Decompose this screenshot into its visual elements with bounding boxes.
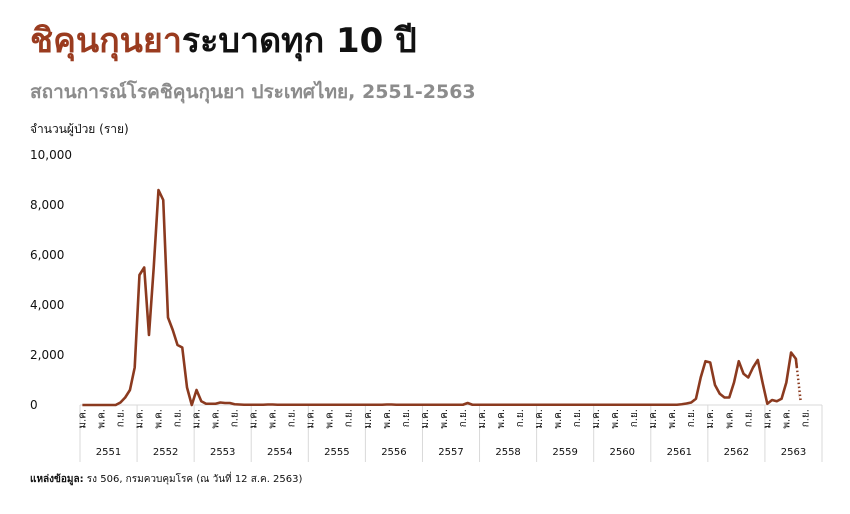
y-tick-label: 2,000 (30, 348, 64, 362)
group-label: 2559 (552, 447, 577, 458)
data-line (82, 188, 802, 407)
x-tick-label: พ.ค. (268, 409, 279, 429)
source-label: แหล่งข้อมูล: (30, 473, 84, 486)
group-label: 2562 (724, 447, 749, 458)
group-label: 2555 (324, 447, 349, 458)
x-tick-label: พ.ค. (553, 409, 564, 429)
x-tick-label: พ.ค. (610, 409, 621, 429)
group-label: 2561 (667, 447, 692, 458)
x-tick-label: ม.ค. (477, 409, 488, 429)
x-tick-label: ม.ค. (306, 409, 317, 429)
chart-title: ชิคุนกุนยาระบาดทุก 10 ปี (30, 21, 417, 62)
group-label: 2558 (495, 447, 520, 458)
x-tick-label: ม.ค. (705, 409, 716, 429)
source: แหล่งข้อมูล: รง 506, กรมควบคุมโรค (ณ วัน… (30, 471, 302, 486)
x-tick-label: พ.ค. (211, 409, 222, 429)
x-tick-label: ก.ย. (686, 409, 697, 427)
x-tick-label: พ.ค. (439, 409, 450, 429)
chart-subtitle: สถานการณ์โรคชิคุนกุนยา ประเทศไทย, 2551-2… (30, 80, 476, 104)
x-tick-label: ม.ค. (249, 409, 260, 429)
y-tick-label: 0 (30, 398, 38, 412)
x-tick-label: พ.ค. (382, 409, 393, 429)
x-tick-label: ม.ค. (762, 409, 773, 429)
y-axis-label: จำนวนผู้ป่วย (ราย) (30, 122, 129, 137)
x-tick-label: ม.ค. (363, 409, 374, 429)
x-tick-label: พ.ค. (667, 409, 678, 429)
x-tick-label: พ.ค. (325, 409, 336, 429)
x-tick-label: ม.ค. (591, 409, 602, 429)
x-tick-label: พ.ค. (724, 409, 735, 429)
y-tick-label: 10,000 (30, 148, 72, 162)
x-tick-label: พ.ค. (153, 409, 164, 429)
x-tick-label: ก.ย. (458, 409, 469, 427)
group-label: 2553 (210, 447, 235, 458)
x-tick-label: ม.ค. (192, 409, 203, 429)
y-tick-label: 8,000 (30, 198, 64, 212)
group-label: 2552 (153, 447, 178, 458)
x-tick-label: ก.ย. (800, 409, 811, 427)
x-tick-label: ม.ค. (420, 409, 431, 429)
group-label: 2563 (781, 447, 806, 458)
x-tick-label: ก.ย. (115, 409, 126, 427)
x-tick-label: ก.ย. (173, 409, 184, 427)
title-rest: ระบาดทุก 10 ปี (182, 21, 417, 62)
x-tick-label: พ.ค. (96, 409, 107, 429)
x-tick-label: ก.ย. (743, 409, 754, 427)
title-highlight: ชิคุนกุนยา (30, 21, 182, 62)
group-label: 2560 (610, 447, 635, 458)
x-tick-label: ม.ค. (648, 409, 659, 429)
x-tick-label: ก.ย. (344, 409, 355, 427)
x-tick-label: ก.ย. (287, 409, 298, 427)
x-tick-label: พ.ค. (496, 409, 507, 429)
x-tick-label: ก.ย. (572, 409, 583, 427)
y-tick-label: 6,000 (30, 248, 64, 262)
x-tick-label: ม.ค. (534, 409, 545, 429)
x-tick-label: ม.ค. (77, 409, 88, 429)
group-label: 2557 (438, 447, 463, 458)
group-label: 2551 (96, 447, 121, 458)
x-tick-label: พ.ค. (781, 409, 792, 429)
source-text: รง 506, กรมควบคุมโรค (ณ วันที่ 12 ส.ค. 2… (87, 471, 303, 485)
group-label: 2554 (267, 447, 292, 458)
x-tick-label: ก.ย. (230, 409, 241, 427)
group-label: 2556 (381, 447, 406, 458)
dotted-segment (794, 358, 802, 401)
x-tick-label: ก.ย. (515, 409, 526, 427)
x-tick-label: ก.ย. (401, 409, 412, 427)
x-tick-label: ม.ค. (134, 409, 145, 429)
y-tick-label: 4,000 (30, 298, 64, 312)
x-tick-label: ก.ย. (629, 409, 640, 427)
